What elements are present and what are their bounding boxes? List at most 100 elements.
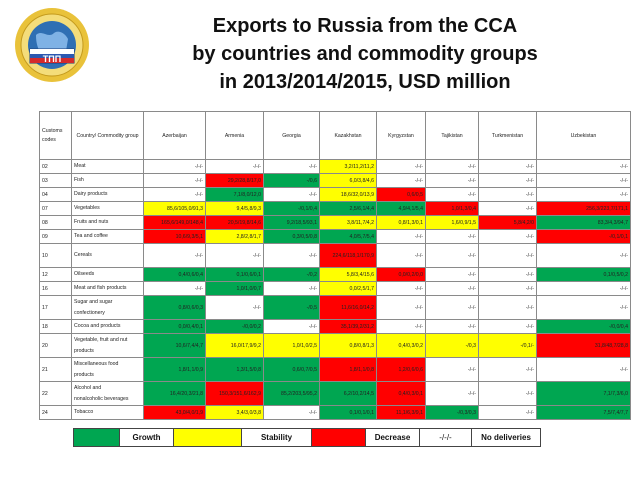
page-title: Exports to Russia from the CCA by countr… (100, 12, 630, 96)
value-cell: 7,5/7,4/7,7 (536, 405, 631, 420)
value-cell: -/-/- (425, 281, 479, 296)
table-header-row: Customs codes Country/ Commodity group A… (39, 111, 631, 160)
table-row: 07 Vegetables 85,6/105,0/91,3 9,4/5,8/9,3 -/… (39, 201, 631, 216)
value-cell: -/-/- (143, 159, 206, 174)
value-cell: -/-/- (478, 187, 537, 202)
value-cell: -/0,1/0,4 (263, 201, 320, 216)
value-cell: 2,8/2,8/1,7 (205, 229, 264, 244)
value-cell: -/0,5 (263, 295, 320, 320)
value-cell: -/-/- (478, 405, 537, 420)
value-cell: -/0,0/0,2 (205, 319, 264, 334)
row-code: 22 (39, 381, 72, 406)
value-cell: 2,5/6,1/4,4 (319, 201, 377, 216)
value-cell: 0,0/0,4/0,1 (143, 319, 206, 334)
header-country: Tajikistan (425, 111, 479, 160)
value-cell: 0,6/0,7/0,5 (263, 357, 320, 382)
value-cell: -/-/- (478, 381, 537, 406)
table-row: 04 Dairy products -/-/- 7,1/8,0/12,0 -/-/- 18… (39, 187, 631, 202)
legend-none-label: No deliveries (471, 428, 541, 447)
title-line-3: in 2013/2014/2015, USD million (219, 71, 511, 93)
value-cell: 1,0/1,3/0,4 (425, 201, 479, 216)
row-commodity-name-line: Vegetable, fruit and nut (74, 336, 128, 343)
row-commodity-name-line: Alcohol and (74, 384, 102, 391)
value-cell: 10,6/9,3/5,1 (143, 229, 206, 244)
exports-table: Customs codes Country/ Commodity group A… (39, 111, 631, 420)
value-cell: -/-/- (143, 281, 206, 296)
value-cell: 224,6/118,1/170,9 (319, 243, 377, 268)
legend: Growth Stability Decrease -/-/- No deliv… (73, 428, 541, 447)
value-cell: -/-/- (425, 381, 479, 406)
legend-stability-label: Stability (241, 428, 312, 447)
value-cell: 0,4/0,3/0,1 (376, 381, 426, 406)
legend-stability-swatch (173, 428, 242, 447)
value-cell: -/-/- (536, 173, 631, 188)
value-cell: -/-/- (143, 187, 206, 202)
value-cell: -/-/- (376, 295, 426, 320)
table-row: 09 Tea and coffee 10,6/9,3/5,1 2,8/2,8/1,7 0… (39, 229, 631, 244)
table-row: 22 Alcohol and nonalcoholic beverages 16,4/… (39, 381, 631, 406)
value-cell: -/-/- (425, 319, 479, 334)
row-code: 18 (39, 319, 72, 334)
row-code: 10 (39, 243, 72, 268)
row-code: 03 (39, 173, 72, 188)
value-cell: -/0,1/0,1 (536, 229, 631, 244)
value-cell: 85,2/203,5/95,2 (263, 381, 320, 406)
value-cell: 3,8/11,7/4,2 (319, 215, 377, 230)
row-code: 21 (39, 357, 72, 382)
value-cell: 0,4/0,6/0,4 (143, 267, 206, 282)
value-cell: 0,8/0,6/0,3 (143, 295, 206, 320)
value-cell: 10,6/7,4/4,7 (143, 333, 206, 358)
row-commodity-name-line: products (74, 347, 94, 354)
value-cell: -/-/- (263, 187, 320, 202)
value-cell: -/-/- (478, 243, 537, 268)
table-row: 16 Meat and fish products -/-/- 1,0/1,0/0,7… (39, 281, 631, 296)
row-commodity-name: Fruits and nuts (71, 215, 144, 230)
value-cell: 3,2/11,2/11,2 (319, 159, 377, 174)
row-commodity-name: Tea and coffee (71, 229, 144, 244)
value-cell: -/-/- (425, 187, 479, 202)
value-cell: 6,2/10,2/14,5 (319, 381, 377, 406)
row-commodity-name: Fish (71, 173, 144, 188)
value-cell: 4,9/4,1/5,4 (376, 201, 426, 216)
value-cell: 6,0/3,8/4,6 (319, 173, 377, 188)
value-cell: -/-/- (478, 267, 537, 282)
row-commodity-name-line: products (74, 371, 94, 378)
value-cell: 16,4/20,3/21,8 (143, 381, 206, 406)
row-commodity-name-line: Vegetables (74, 205, 100, 211)
value-cell: -/-/- (205, 243, 264, 268)
value-cell: 256,3/223,7/171,1 (536, 201, 631, 216)
table-row: 18 Cocoa and products 0,0/0,4/0,1 -/0,0/0,2… (39, 319, 631, 334)
value-cell: 0,1/0,5/0,2 (536, 267, 631, 282)
legend-decrease-swatch (311, 428, 366, 447)
svg-text:ТПП: ТПП (43, 54, 61, 64)
row-commodity-name-line: Fish (74, 177, 84, 183)
row-commodity-name-line: Meat and fish products (74, 285, 127, 291)
row-commodity-name-line: nonalcoholic beverages (74, 395, 129, 402)
value-cell: -/-/- (376, 243, 426, 268)
value-cell: -/-/- (536, 187, 631, 202)
header-country: Kyrgyzstan (376, 111, 426, 160)
row-commodity-name: Alcohol and nonalcoholic beverages (71, 381, 144, 406)
value-cell: 5,8/3,4/15,6 (319, 267, 377, 282)
value-cell: -/-/- (376, 281, 426, 296)
value-cell: 7,1/7,3/6,0 (536, 381, 631, 406)
value-cell: -/-/- (536, 243, 631, 268)
table-row: 17 Sugar and sugar confectionery 0,8/0,6/0,… (39, 295, 631, 320)
row-code: 04 (39, 187, 72, 202)
value-cell: 11,6/16,0/14,2 (319, 295, 377, 320)
value-cell: 165,6/149,0/148,4 (143, 215, 206, 230)
value-cell: 29,2/28,8/17,0 (205, 173, 264, 188)
row-commodity-name: Cocoa and products (71, 319, 144, 334)
header-country-group: Country/ Commodity group (71, 111, 144, 160)
value-cell: -/-/- (263, 405, 320, 420)
row-code: 02 (39, 159, 72, 174)
union-emblem-logo: ТПП (15, 8, 89, 82)
value-cell: -/-/- (536, 357, 631, 382)
row-code: 07 (39, 201, 72, 216)
header-country: Georgia (263, 111, 320, 160)
header-country: Armenia (205, 111, 264, 160)
value-cell: -/-/- (478, 229, 537, 244)
value-cell: 1,8/1,1/0,9 (143, 357, 206, 382)
header-codes: Customs codes (39, 111, 72, 160)
value-cell: -/-/- (143, 173, 206, 188)
